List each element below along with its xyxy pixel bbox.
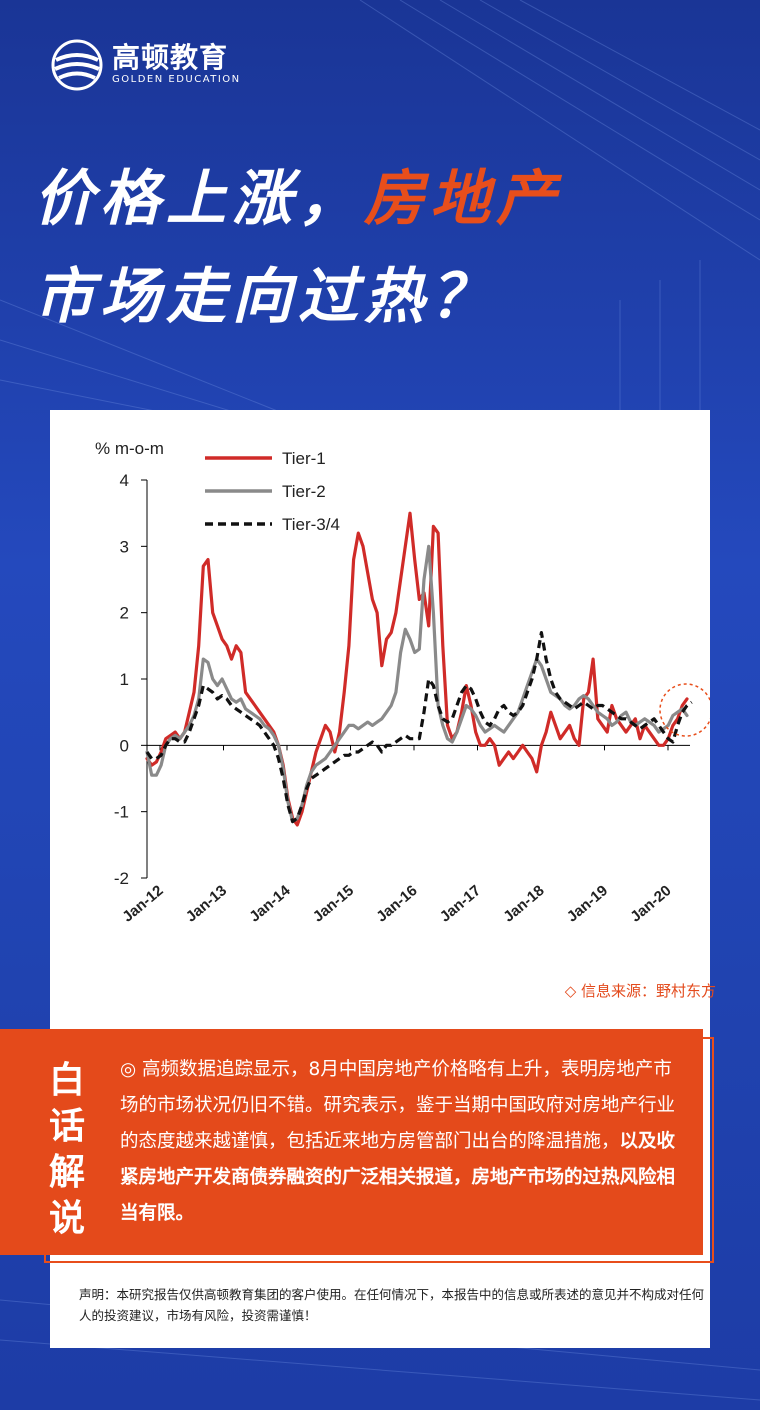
highlight-circle [659, 683, 710, 737]
y-tick-label: 4 [120, 471, 129, 490]
x-tick-label: Jan-15 [310, 882, 357, 926]
y-tick-label: -1 [114, 803, 129, 822]
commentary-title-char: 白 [48, 1060, 85, 1101]
legend-label: Tier-2 [282, 482, 326, 501]
y-tick-label: 0 [120, 736, 129, 755]
legend-label: Tier-1 [282, 449, 326, 468]
x-tick-label: Jan-13 [183, 882, 230, 926]
series-line-tier-1 [145, 511, 689, 827]
disclaimer: 声明：本研究报告仅供高顿教育集团的客户使用。在任何情况下，本报告中的信息或所表述… [79, 1287, 705, 1323]
x-tick-label: Jan-12 [119, 882, 166, 926]
x-tick-label: Jan-19 [564, 882, 611, 926]
commentary-title-char: 说 [48, 1198, 85, 1239]
y-axis-label: % m-o-m [95, 439, 164, 458]
commentary-title: 白 话 解 说 [46, 1058, 88, 1242]
x-tick-label: Jan-14 [246, 882, 294, 926]
y-tick-label: 1 [120, 670, 129, 689]
legend-label: Tier-3/4 [282, 515, 340, 534]
headline-line-1: 价格上涨，房地产 [34, 150, 562, 237]
commentary-text: ◎ 高频数据追踪显示，8月中国房地产价格略有上升，表明房地产市场的市场状况仍旧不… [120, 1052, 686, 1232]
source-note: ◇ 信息来源：野村东方 [564, 982, 716, 1000]
globe-logo-icon [51, 39, 103, 91]
commentary-title-char: 话 [48, 1106, 85, 1147]
commentary-bold-text: 以及收紧房地产开发商债券融资的广泛相关报道，房地产市场的过热风险相当有限。 [120, 1131, 676, 1224]
series-line-tier-3-4 [145, 631, 693, 824]
logo-cn-text: 高顿教育 [112, 41, 229, 74]
x-tick-label: Jan-17 [437, 882, 484, 926]
y-tick-label: 2 [120, 604, 129, 623]
x-tick-label: Jan-18 [500, 882, 547, 926]
x-tick-label: Jan-16 [373, 882, 420, 926]
logo-en-text: GOLDEN EDUCATION [112, 74, 241, 85]
headline-line-2: 市场走向过热？ [34, 262, 496, 332]
bullet-icon: ◎ [120, 1059, 137, 1080]
x-tick-label: Jan-20 [627, 882, 674, 926]
headline-highlight: 房地产 [364, 164, 562, 234]
commentary-panel [0, 1029, 703, 1255]
y-tick-label: -2 [114, 869, 129, 888]
commentary-normal-text: 高频数据追踪显示，8月中国房地产价格略有上升，表明房地产市场的市场状况仍旧不错。… [120, 1059, 676, 1152]
price-line-chart: 4 3 2 1 0 -1 -2 % m-o-m Jan-12 Jan-13 Jan-14 Jan-15… [95, 439, 710, 926]
series-line-tier-2 [145, 544, 689, 824]
headline-part-a: 价格上涨， [34, 164, 364, 234]
brand-logo: 高顿教育 GOLDEN EDUCATION [50, 36, 241, 94]
y-tick-label: 3 [120, 537, 129, 556]
commentary-title-char: 解 [48, 1152, 85, 1193]
